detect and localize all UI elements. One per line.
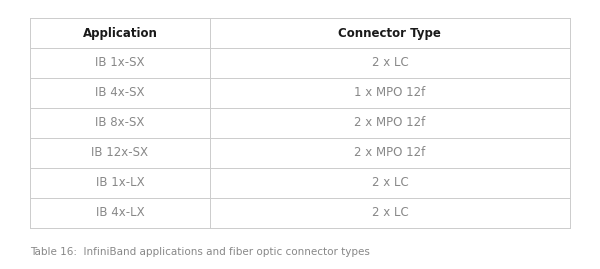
Text: IB 12x-SX: IB 12x-SX: [91, 147, 148, 160]
Text: Table 16:  InfiniBand applications and fiber optic connector types: Table 16: InfiniBand applications and fi…: [30, 247, 370, 257]
Text: 2 x MPO 12f: 2 x MPO 12f: [354, 147, 425, 160]
Text: IB 4x-SX: IB 4x-SX: [95, 87, 145, 100]
Text: IB 8x-SX: IB 8x-SX: [95, 116, 145, 129]
Text: 1 x MPO 12f: 1 x MPO 12f: [354, 87, 425, 100]
Text: 2 x LC: 2 x LC: [371, 176, 408, 189]
Text: IB 1x-SX: IB 1x-SX: [95, 56, 145, 69]
Text: Connector Type: Connector Type: [338, 27, 442, 40]
Text: IB 1x-LX: IB 1x-LX: [95, 176, 144, 189]
Text: 2 x MPO 12f: 2 x MPO 12f: [354, 116, 425, 129]
Text: 2 x LC: 2 x LC: [371, 56, 408, 69]
Text: 2 x LC: 2 x LC: [371, 207, 408, 220]
Text: Application: Application: [82, 27, 157, 40]
Text: IB 4x-LX: IB 4x-LX: [95, 207, 144, 220]
